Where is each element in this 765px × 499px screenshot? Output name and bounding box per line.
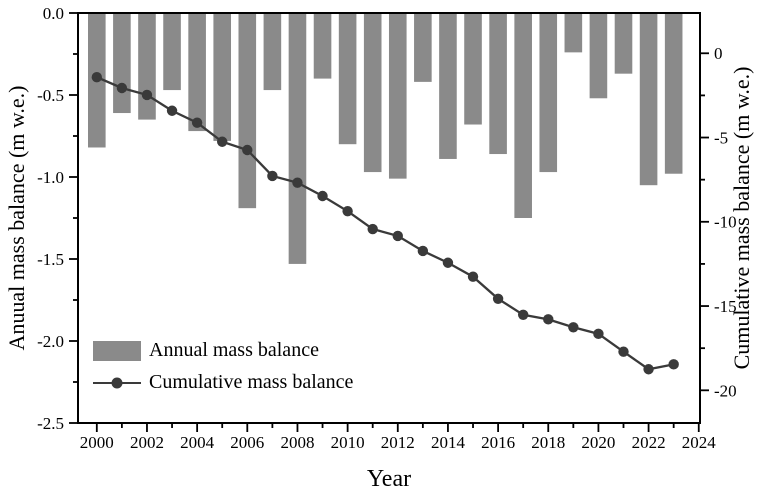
point-2013 [417,245,429,257]
point-2017 [517,309,529,321]
x-tick-label: 2016 [481,433,515,452]
point-2006 [242,144,253,156]
line-marker-swatch-icon [93,373,141,393]
y-left-tick-label: -1.0 [37,168,64,187]
bar-2009 [313,13,332,79]
x-tick-label: 2022 [632,433,666,452]
x-tick-label: 2018 [531,433,565,452]
bar-2010 [338,13,357,145]
bar-2011 [363,13,382,173]
point-2022 [643,364,654,375]
bar-2017 [514,13,532,218]
x-tick-label: 2008 [280,433,314,452]
y-left-tick-label: -2.5 [37,414,64,433]
bar-2021 [614,13,633,74]
x-tick-label: 2000 [80,433,114,452]
bar-2001 [113,13,131,114]
cumulative-line [96,76,674,371]
x-tick-label: 2024 [682,433,717,452]
x-tick-label: 2020 [581,433,615,452]
point-2012 [392,230,403,242]
bar-2006 [238,13,257,209]
bar-2012 [388,13,407,179]
point-2016 [492,293,504,304]
y-left-tick-label: -0.5 [37,86,64,105]
x-tick-label: 2012 [381,433,415,452]
point-2020 [593,328,604,340]
point-2018 [543,314,554,325]
x-tick-label: 2004 [180,433,215,452]
right-axis-title: Cumulative mass balance (m w.e.) [729,66,754,370]
point-2005 [217,136,228,147]
y-right-tick-label: -10 [714,213,737,232]
point-2015 [467,271,479,282]
bar-2019 [564,13,583,53]
cumulative-markers [91,72,679,375]
bar-2008 [288,13,307,264]
bar-2023 [664,13,683,174]
y-left-tick-label: -1.5 [37,250,64,269]
point-2019 [568,322,579,333]
bar-2003 [163,13,181,91]
point-2023 [668,359,679,370]
point-2008 [292,177,303,188]
bar-2007 [263,13,282,91]
bar-2005 [213,13,232,141]
bar-2020 [589,13,608,99]
legend: Annual mass balance Cumulative mass bala… [93,339,353,403]
x-tick-label: 2014 [431,433,466,452]
x-tick-label: 2010 [331,433,365,452]
left-axis-title: Anuual mass balance (m w.e.) [4,85,29,351]
point-2007 [267,170,278,182]
y-left-tick-label: 0.0 [43,4,64,23]
bar-swatch-icon [93,340,141,361]
point-2021 [618,346,629,357]
bar-2014 [439,13,457,159]
y-right-tick-label: -5 [714,128,728,147]
bar-2004 [188,13,206,132]
legend-label-cumulative: Cumulative mass balance [149,371,354,393]
axis-ticks [69,12,709,432]
x-tick-label: 2006 [230,433,264,452]
annual-bars [88,13,683,264]
point-2014 [442,257,454,268]
tick-labels: 2000 2002 2004 2006 2008 2010 2012 2014 2016 2018… [37,4,737,452]
x-axis-title: Year [366,466,412,492]
bar-2013 [414,13,432,82]
bar-2002 [138,13,156,120]
y-right-tick-label: -15 [714,297,737,316]
x-tick-label: 2002 [130,433,164,452]
point-2011 [367,223,378,235]
bar-2016 [489,13,507,155]
bar-2018 [539,13,558,173]
legend-label-annual: Annual mass balance [149,339,319,361]
point-2000 [91,72,103,83]
bar-2022 [639,13,658,186]
point-2010 [342,205,353,217]
point-2003 [166,105,178,116]
point-2002 [141,89,153,101]
legend-item-annual: Annual mass balance [93,339,353,362]
y-right-tick-label: 0 [714,44,723,63]
y-left-tick-label: -2.0 [37,332,64,351]
point-2004 [191,117,203,128]
point-2001 [116,82,128,94]
y-right-tick-label: -20 [714,381,737,400]
bar-2015 [464,13,482,125]
legend-item-cumulative: Cumulative mass balance [93,371,353,394]
point-2009 [317,190,328,202]
